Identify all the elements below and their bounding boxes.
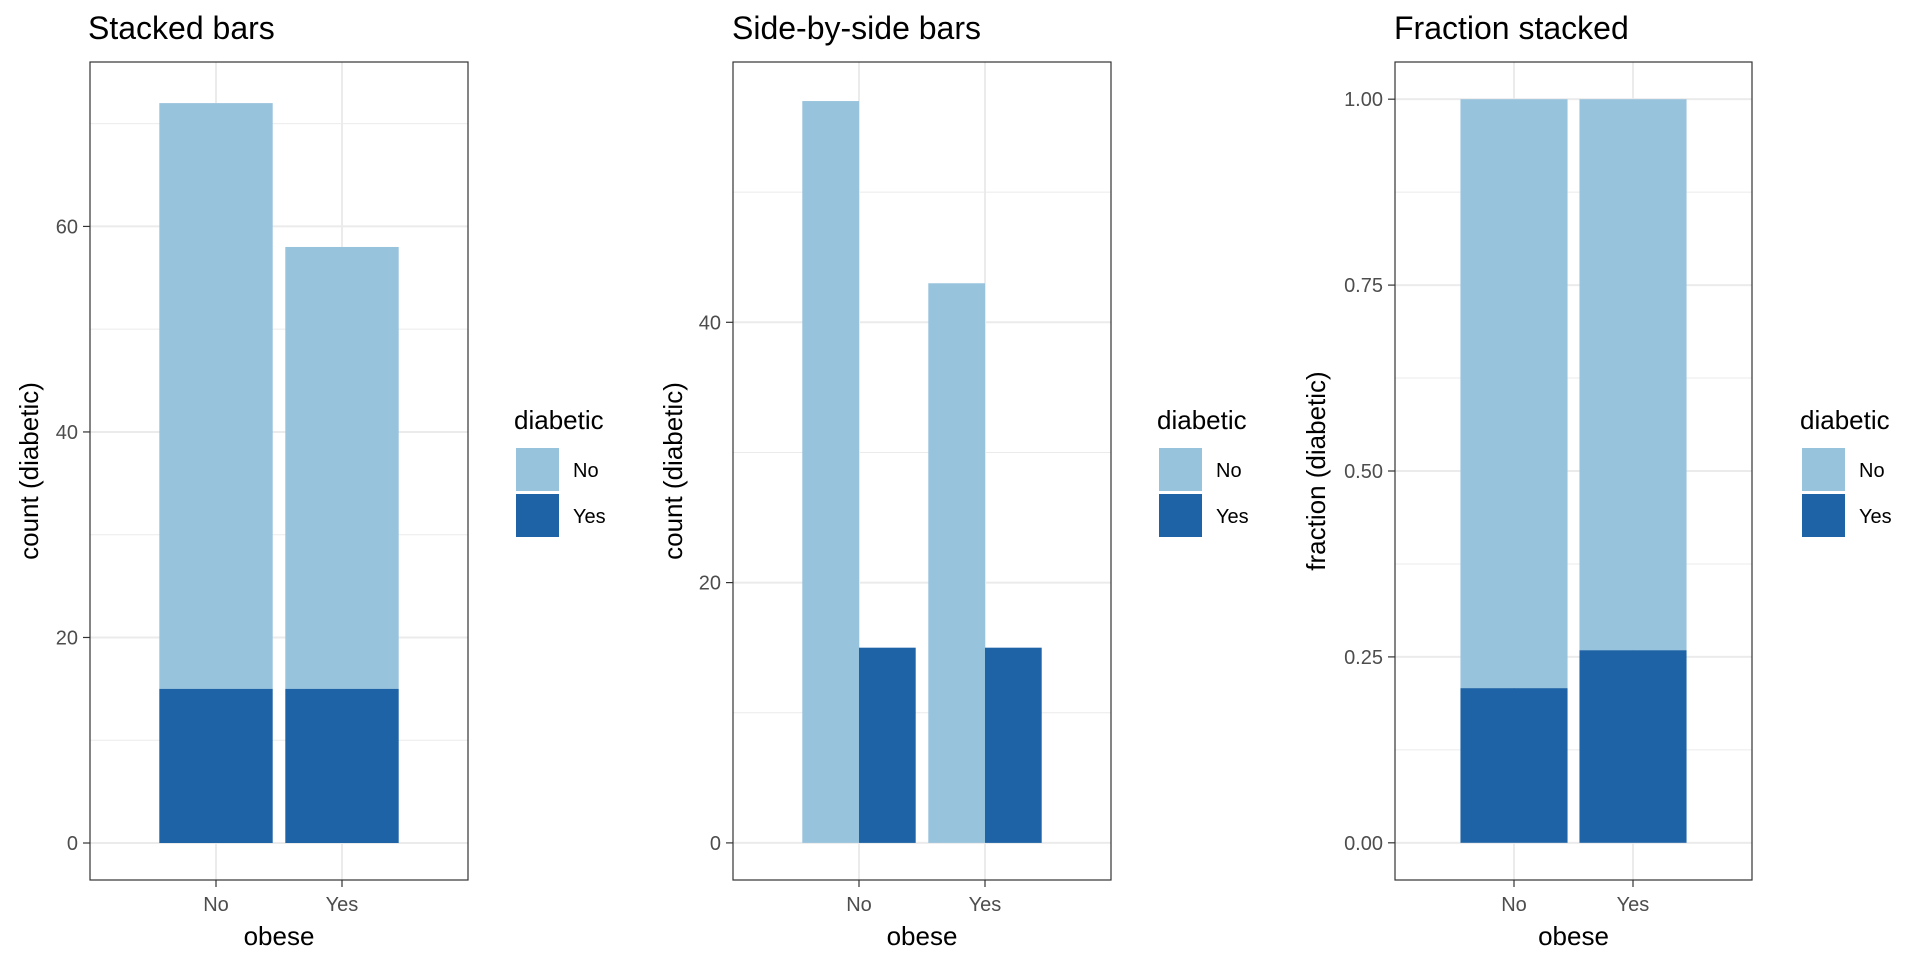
bar-no-no	[802, 101, 859, 843]
panel-border	[89, 61, 469, 881]
x-axis-title: obese	[244, 921, 315, 951]
y-tick-label: 1.00	[1344, 89, 1383, 111]
x-tick-label: Yes	[1617, 894, 1650, 916]
y-axis-title: fraction (diabetic)	[1301, 371, 1331, 570]
panel-border	[732, 61, 1112, 881]
y-tick-label: 0.50	[1344, 461, 1383, 483]
legend-label-yes: Yes	[1859, 506, 1892, 528]
x-tick-label: No	[846, 894, 872, 916]
y-tick-label: 0.75	[1344, 275, 1383, 297]
chart-panel-1: 0 20 40 60 No Yes Stacked bars obese count (diab…	[14, 10, 606, 951]
y-tick-label: 0.00	[1344, 833, 1383, 855]
bar-yes-no	[159, 688, 273, 844]
y-axis-title: count (diabetic)	[658, 382, 688, 560]
legend-label-no: No	[573, 460, 599, 482]
x-tick-label: No	[1501, 894, 1527, 916]
legend-key-no	[516, 448, 559, 491]
bar-no-no	[1460, 99, 1568, 689]
legend: diabetic No Yes	[514, 405, 606, 537]
legend-key-yes	[1802, 494, 1845, 537]
chart-title: Fraction stacked	[1394, 10, 1629, 46]
legend-label-no: No	[1859, 460, 1885, 482]
bar-no-yes	[1579, 99, 1687, 651]
y-tick-label: 60	[56, 216, 78, 238]
bar-yes-yes	[1579, 650, 1687, 843]
x-tick-label: Yes	[969, 894, 1002, 916]
y-tick-label: 20	[56, 627, 78, 649]
x-tick-label: No	[203, 894, 229, 916]
y-tick-label: 0	[710, 833, 721, 855]
legend-label-yes: Yes	[1216, 506, 1249, 528]
legend-key-no	[1802, 448, 1845, 491]
legend-title: diabetic	[1800, 405, 1890, 435]
legend-key-no	[1159, 448, 1202, 491]
legend: diabetic No Yes	[1157, 405, 1249, 537]
y-tick-label: 20	[699, 573, 721, 595]
legend: diabetic No Yes	[1800, 405, 1892, 537]
y-tick-label: 40	[699, 312, 721, 334]
bar-no-no	[159, 103, 273, 689]
bar-yes-yes	[985, 647, 1042, 843]
x-axis-title: obese	[887, 921, 958, 951]
chart-panel-2: 0 20 40 No Yes Side-by-side bars obese count (d…	[658, 10, 1249, 951]
legend-key-yes	[1159, 494, 1202, 537]
x-axis-title: obese	[1538, 921, 1609, 951]
bar-yes-no	[1460, 688, 1568, 843]
legend-label-no: No	[1216, 460, 1242, 482]
chart-title: Side-by-side bars	[732, 10, 981, 46]
y-axis-title: count (diabetic)	[14, 382, 44, 560]
y-tick-label: 0	[67, 833, 78, 855]
y-tick-label: 0.25	[1344, 647, 1383, 669]
bar-no-yes	[928, 283, 985, 843]
chart-panel-3: 0.00 0.25 0.50 0.75 1.00 No Yes Fraction stacke…	[1301, 10, 1892, 951]
legend-title: diabetic	[514, 405, 604, 435]
legend-title: diabetic	[1157, 405, 1247, 435]
chart-title: Stacked bars	[88, 10, 275, 46]
bar-yes-yes	[285, 688, 399, 844]
legend-key-yes	[516, 494, 559, 537]
bar-no-yes	[285, 246, 399, 689]
legend-label-yes: Yes	[573, 506, 606, 528]
y-tick-label: 40	[56, 422, 78, 444]
bar-yes-no	[859, 647, 916, 843]
x-tick-label: Yes	[326, 894, 359, 916]
